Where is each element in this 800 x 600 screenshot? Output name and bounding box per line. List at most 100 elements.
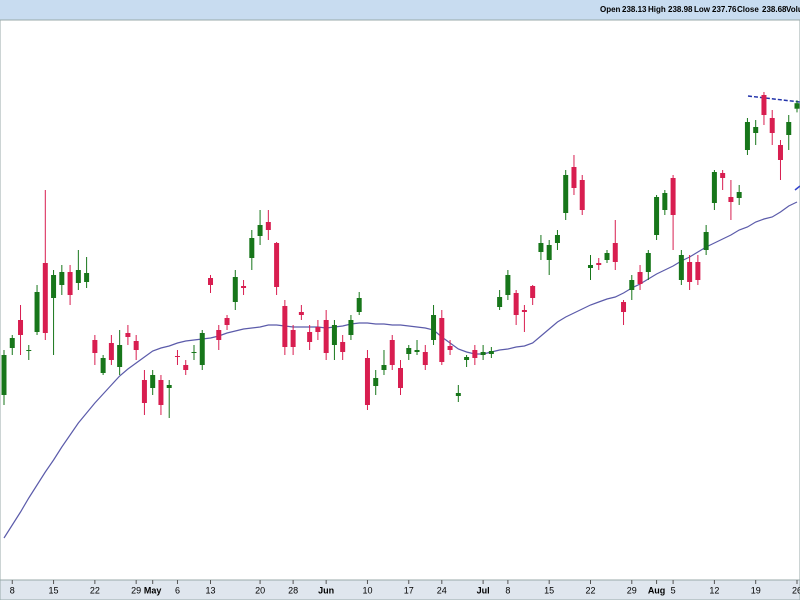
candle-body [596, 263, 602, 265]
x-tick-label: 15 [49, 585, 59, 595]
candle-body [166, 385, 172, 388]
candle-body [794, 103, 800, 109]
candle-body [290, 330, 296, 347]
header-value: 238.13 [622, 5, 647, 14]
candle-body [662, 193, 668, 210]
candle-body [373, 378, 379, 386]
candle-body [133, 341, 139, 350]
x-tick-label: 13 [206, 585, 216, 595]
candle-body [348, 320, 354, 335]
candle-body [257, 225, 263, 236]
trend-line [794, 185, 800, 191]
x-tick-label: 20 [255, 585, 265, 595]
candle-body [488, 351, 494, 354]
candle-body [34, 292, 40, 332]
candle-body [612, 243, 618, 262]
candle-body [505, 275, 511, 295]
candle-body [497, 297, 503, 307]
x-axis-bar [0, 579, 800, 600]
moving-average [3, 201, 798, 539]
header-label: Low [694, 5, 711, 14]
candle-body [728, 197, 734, 202]
candle-body [398, 368, 403, 388]
x-tick-label: 8 [505, 585, 510, 595]
candle-body [761, 95, 767, 115]
candle-body [42, 263, 48, 333]
x-tick-label: 17 [404, 585, 414, 595]
candle-body [439, 318, 445, 362]
candle-body [786, 122, 792, 135]
candle-body [513, 293, 519, 315]
candle-body [158, 380, 164, 405]
candle-body [579, 180, 585, 210]
candle-body [711, 172, 717, 203]
candle-body [9, 338, 15, 348]
candle-body [414, 350, 420, 352]
candle-body [777, 145, 783, 160]
x-tick-label: 12 [709, 585, 719, 595]
candle-body [298, 312, 304, 315]
candle-body [117, 345, 123, 367]
candle-body [100, 358, 106, 373]
candle-body [571, 167, 577, 188]
x-tick-label: 29 [131, 585, 141, 595]
candle-body [546, 245, 552, 260]
candle-body [315, 327, 321, 332]
candle-body [241, 286, 247, 288]
candle-body [637, 272, 643, 284]
candle-body [232, 277, 238, 302]
candle-body [84, 273, 90, 282]
candle-body [51, 275, 57, 298]
candle-body [183, 365, 189, 370]
candle-body [753, 127, 759, 133]
candle-body [249, 238, 255, 258]
candle-body [150, 375, 156, 388]
candle-body [670, 178, 676, 215]
candle-body [455, 393, 461, 396]
candle-body [563, 175, 569, 213]
x-tick-label: May [144, 585, 162, 595]
x-tick-label: Jul [477, 585, 490, 595]
candle-body [75, 270, 81, 283]
candle-body [174, 356, 180, 357]
candle-body [92, 340, 98, 353]
x-tick-label: 8 [10, 585, 15, 595]
candle-body [736, 192, 742, 198]
x-tick-label: 24 [437, 585, 447, 595]
x-tick-label: 15 [544, 585, 554, 595]
header: Open 238.13 High 238.98 Low 237.76 Close 238.68… [600, 5, 800, 14]
x-tick-label: 28 [288, 585, 298, 595]
candle-body [340, 342, 346, 352]
candle-body [141, 380, 147, 403]
candle-body [480, 352, 486, 355]
candle-body [199, 333, 205, 365]
candle-body [59, 272, 65, 285]
header-value: 237.76 [712, 5, 737, 14]
candle-body [621, 302, 627, 312]
candle-body [381, 365, 387, 370]
candle-body [695, 262, 701, 280]
x-tick-label: Aug [648, 585, 666, 595]
candle-body [125, 333, 131, 337]
candle-body [645, 253, 651, 272]
candle-body [521, 310, 527, 312]
candle-body [331, 325, 337, 345]
x-tick-label: 6 [175, 585, 180, 595]
candle-body [654, 197, 660, 235]
candle-body [744, 122, 750, 150]
candle-body [629, 280, 635, 290]
candle-body [191, 352, 197, 353]
trend-line [747, 95, 800, 103]
header-value: 238.68 [762, 5, 787, 14]
header-label: Volume [786, 5, 800, 14]
candle-body [422, 352, 428, 365]
candle-body [364, 358, 370, 405]
candle-body [307, 332, 313, 342]
candle-body [406, 348, 412, 354]
candle-body [67, 272, 73, 295]
candle-body [208, 278, 214, 285]
candle-body [265, 222, 271, 230]
candle-body [356, 298, 362, 312]
